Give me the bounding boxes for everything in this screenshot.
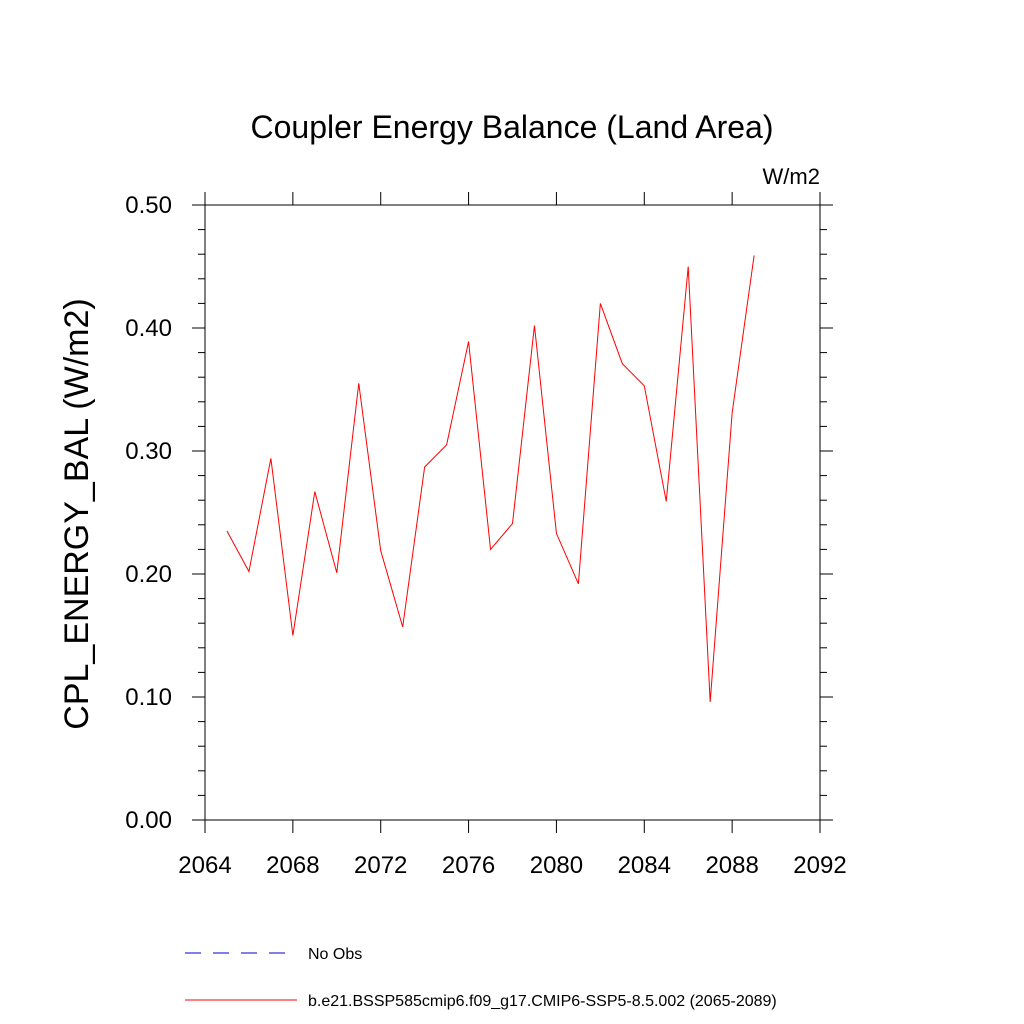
plot-area: [226, 255, 755, 702]
legend: No Obs b.e21.BSSP585cmip6.f09_g17.CMIP6-S…: [185, 946, 777, 1010]
chart-title: Coupler Energy Balance (Land Area): [251, 109, 774, 145]
axes: 2064 2068 2072 2076 2080 2084 2088 2092 0.00 0.10…: [125, 192, 847, 879]
x-tick-label: 2072: [354, 852, 407, 879]
legend-label-0: No Obs: [308, 946, 362, 963]
y-axis-label: CPL_ENERGY_BAL (W/m2): [58, 298, 96, 729]
x-tick-label: 2068: [266, 852, 319, 879]
x-tick-label: 2084: [618, 852, 671, 879]
plot-frame: [204, 204, 821, 821]
y-tick-label: 0.50: [125, 192, 172, 219]
x-tick-label: 2064: [178, 852, 231, 879]
x-tick-label: 2092: [793, 852, 846, 879]
x-tick-label: 2088: [705, 852, 758, 879]
x-tick-label: 2076: [442, 852, 495, 879]
y-tick-label: 0.30: [125, 438, 172, 465]
y-tick-label: 0.10: [125, 684, 172, 711]
y-tick-label: 0.00: [125, 807, 172, 834]
x-tick-label: 2080: [530, 852, 583, 879]
legend-label-1: b.e21.BSSP585cmip6.f09_g17.CMIP6-SSP5-8.…: [308, 993, 777, 1010]
y-tick-label: 0.20: [125, 561, 172, 588]
series-line-1: [226, 255, 755, 702]
y-tick-label: 0.40: [125, 315, 172, 342]
units-label: W/m2: [763, 164, 820, 189]
